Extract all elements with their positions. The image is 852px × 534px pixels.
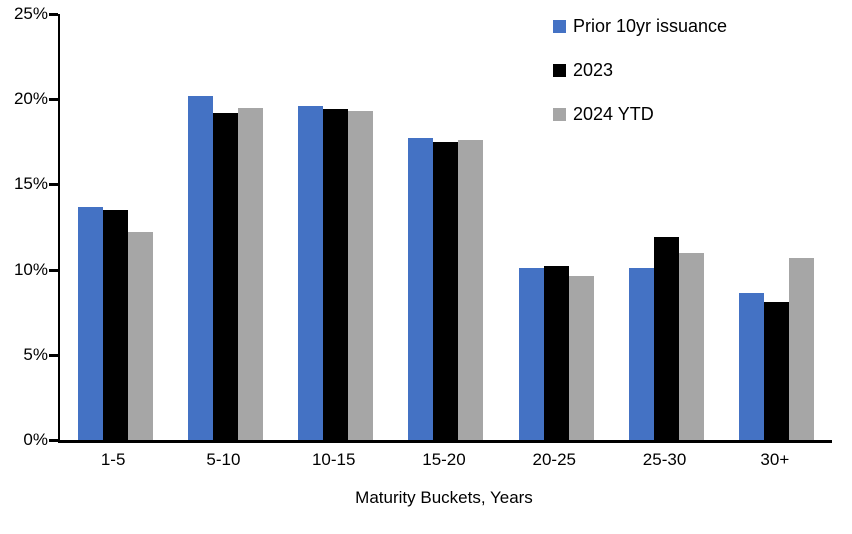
y-axis-tick-label: 25%: [13, 4, 48, 23]
legend: Prior 10yr issuance 2023 2024 YTD: [553, 16, 727, 124]
y-axis-tick-label: 20%: [13, 89, 48, 109]
y-axis-tick: [49, 98, 58, 102]
bar: [764, 301, 790, 440]
y-axis-tick-label: 10%: [13, 259, 48, 279]
bar: [348, 111, 374, 440]
y-axis-tick-label: 15%: [13, 174, 48, 194]
legend-item: Prior 10yr issuance: [553, 16, 727, 36]
y-axis-tick-label: 0%: [23, 430, 48, 449]
x-axis-title: Maturity Buckets, Years: [355, 488, 533, 507]
bar: [543, 266, 569, 440]
bar: [458, 140, 484, 440]
legend-swatch-icon: [553, 63, 566, 77]
legend-label: 2023: [573, 59, 614, 80]
bar: [187, 95, 213, 440]
x-axis-tick-label: 15-20: [422, 450, 466, 469]
bar: [323, 109, 349, 440]
bar: [298, 106, 324, 440]
y-axis-tick: [49, 439, 58, 442]
bar: [237, 107, 263, 440]
x-axis-tick-label: 5-10: [206, 450, 241, 469]
bar: [408, 138, 434, 440]
y-axis-tick: [49, 183, 58, 187]
y-axis-tick: [49, 353, 58, 357]
x-axis-labels: 1-5 5-10 10-15 15-20 20-25 25-30 30+: [58, 450, 830, 470]
bar-group: [391, 14, 501, 440]
bar: [212, 112, 238, 440]
bar: [654, 237, 680, 440]
bar-group: [611, 14, 721, 440]
x-axis-tick-label: 1-5: [100, 450, 126, 469]
legend-swatch-icon: [553, 19, 566, 33]
legend-item: 2024 YTD: [553, 104, 727, 124]
legend-label: Prior 10yr issuance: [573, 15, 728, 36]
bar: [568, 276, 594, 440]
bar-group: [501, 14, 611, 440]
legend-label: 2024 YTD: [573, 103, 654, 124]
bar: [127, 232, 153, 440]
y-axis-tick-label: 5%: [23, 344, 48, 364]
bar: [77, 206, 103, 440]
legend-item: 2023: [553, 60, 727, 80]
bar: [102, 209, 128, 440]
x-axis-tick-label: 30+: [760, 450, 790, 469]
bar: [679, 252, 705, 440]
y-axis-tick: [49, 13, 58, 16]
bar-group: [170, 14, 280, 440]
y-axis-tick: [49, 268, 58, 272]
bar-groups: [60, 14, 832, 440]
bar: [789, 257, 815, 440]
legend-swatch-icon: [553, 107, 566, 121]
bar: [518, 267, 544, 440]
x-axis-tick-label: 25-30: [642, 450, 687, 469]
x-axis-tick-label: 10-15: [311, 450, 356, 469]
bar-group: [281, 14, 391, 440]
x-axis-tick-label: 20-25: [532, 450, 576, 469]
bar: [433, 141, 459, 440]
bar: [739, 293, 765, 440]
bar-group: [60, 14, 170, 440]
bar: [629, 267, 655, 440]
plot-area: [58, 14, 832, 443]
bar-group: [722, 14, 832, 440]
